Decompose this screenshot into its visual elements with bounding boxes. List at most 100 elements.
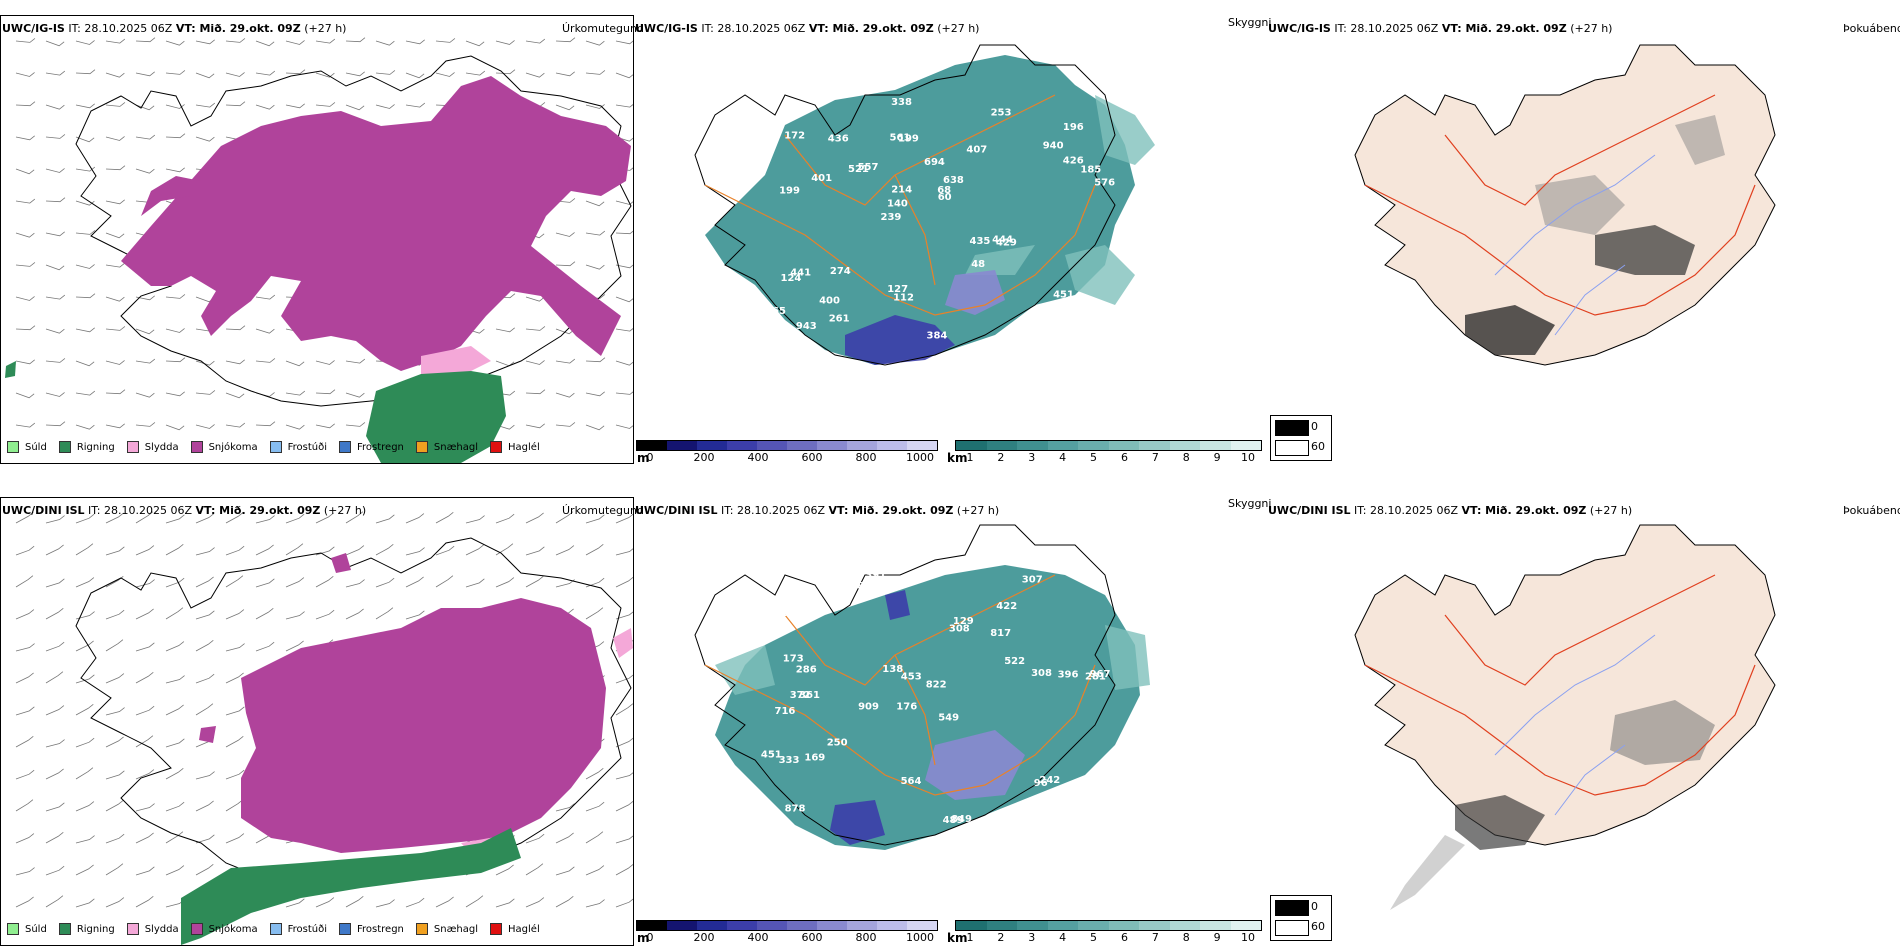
wind-barb bbox=[225, 359, 245, 365]
wind-barb bbox=[15, 735, 34, 748]
wind-barb bbox=[555, 511, 574, 524]
cloudbase-label: 422 bbox=[996, 601, 1017, 612]
legend-label: Frostregn bbox=[357, 923, 404, 935]
wind-barb bbox=[225, 325, 246, 331]
colorbar-segment bbox=[817, 441, 847, 450]
legend-swatch bbox=[415, 923, 428, 935]
wind-barb bbox=[45, 231, 65, 237]
wind-barb bbox=[225, 643, 245, 652]
wind-barb bbox=[45, 895, 64, 908]
wind-barb bbox=[225, 72, 245, 77]
wind-barb bbox=[375, 607, 394, 620]
fog-legend-label: 60 bbox=[1311, 920, 1325, 933]
precip-map-1 bbox=[5, 37, 633, 463]
wind-barb bbox=[105, 707, 125, 716]
visibility-map-1: 488 199 196 239 407 943 561 694 441 557 165 400 199 6… bbox=[694, 44, 1155, 366]
colorbar-tick: 4 bbox=[1059, 451, 1067, 464]
colorbar-tick: 600 bbox=[801, 451, 823, 464]
cloudbase-label: 253 bbox=[991, 108, 1012, 119]
wind-barb bbox=[135, 803, 155, 812]
colorbar-segment bbox=[1169, 921, 1200, 930]
colorbar-segment bbox=[787, 441, 817, 450]
colorbar-segment bbox=[757, 921, 787, 930]
snow-west-patch bbox=[199, 553, 351, 743]
visibility-field bbox=[705, 55, 1135, 365]
wind-barb bbox=[45, 40, 65, 47]
wind-barb bbox=[585, 607, 604, 620]
cloudbase-label: 716 bbox=[775, 706, 796, 717]
wind-barb bbox=[195, 800, 214, 812]
cloudbase-labels: 391 422 281 176 549 361 810 817 716 308 822 878 846 9… bbox=[761, 570, 1111, 826]
wind-barb bbox=[285, 543, 304, 556]
legend-swatch bbox=[415, 441, 428, 453]
wind-barb bbox=[285, 69, 306, 75]
fog-legend-swatch bbox=[1275, 440, 1309, 456]
legend-item-6: Snæhagl bbox=[415, 923, 478, 935]
wind-barb bbox=[15, 296, 35, 301]
it-value: 28.10.2025 06Z bbox=[1370, 504, 1459, 517]
wind-barb bbox=[405, 513, 425, 524]
cloudbase-label: 521 bbox=[848, 164, 869, 175]
wind-barb bbox=[225, 392, 245, 399]
wind-barb bbox=[15, 706, 35, 716]
wind-barb bbox=[195, 610, 215, 620]
wind-barb bbox=[45, 328, 65, 334]
cloudbase-label: 426 bbox=[1063, 156, 1084, 167]
wind-barb bbox=[135, 545, 155, 556]
wind-barb bbox=[435, 72, 455, 77]
cloudbase-label: 436 bbox=[828, 134, 849, 145]
wind-barb bbox=[165, 607, 184, 620]
colorbar-tick: 400 bbox=[747, 451, 769, 464]
vt-label: VT: Mið. 29.okt. 09Z bbox=[195, 504, 321, 517]
vt-label: VT: Mið. 29.okt. 09Z bbox=[808, 22, 934, 35]
wind-barb bbox=[615, 898, 633, 908]
wind-barb bbox=[255, 641, 275, 652]
cloudbase-label: 239 bbox=[881, 212, 902, 223]
colorbar-tick: 2 bbox=[997, 451, 1005, 464]
cloudbase-label: 281 bbox=[1085, 671, 1106, 682]
cloudbase-label: 96 bbox=[1034, 778, 1048, 789]
iceland-coastline bbox=[75, 537, 632, 889]
wind-barb bbox=[585, 230, 606, 236]
wind-barb bbox=[255, 328, 275, 334]
precip-panel-2: Súld Rigning Slydda Snjókoma Frostúði Frostre… bbox=[0, 497, 634, 946]
wind-barb bbox=[105, 833, 125, 844]
wind-barb bbox=[285, 611, 305, 620]
precip-panel-1: Súld Rigning Slydda Snjókoma Frostúði Frostre… bbox=[0, 15, 634, 464]
wind-barb bbox=[255, 294, 276, 300]
iceland-coastline bbox=[694, 524, 1116, 846]
cloudbase-label: 435 bbox=[970, 236, 991, 247]
wind-barb bbox=[195, 547, 215, 556]
cloudbase-colorbar-1 bbox=[636, 440, 938, 451]
fog-legend-label: 60 bbox=[1311, 440, 1325, 453]
cloudbase-label: 396 bbox=[1058, 669, 1079, 680]
colorbar-segment bbox=[956, 921, 987, 930]
wind-barb bbox=[45, 515, 65, 524]
fog-dense bbox=[1465, 305, 1555, 355]
wind-barb bbox=[345, 71, 365, 77]
wind-barb bbox=[15, 422, 36, 428]
fog-legend-swatch bbox=[1275, 920, 1309, 936]
legend-swatch bbox=[490, 923, 503, 935]
wind-barb bbox=[195, 136, 215, 142]
wind-barb bbox=[225, 101, 246, 107]
wind-barb bbox=[75, 360, 95, 367]
it-value: 28.10.2025 06Z bbox=[737, 504, 826, 517]
colorbar-segment bbox=[817, 921, 847, 930]
cloudbase-unit: m bbox=[637, 931, 650, 945]
wind-barb bbox=[105, 136, 125, 141]
wind-barb bbox=[75, 640, 94, 652]
wind-barb bbox=[105, 165, 126, 171]
colorbar-segment bbox=[637, 921, 667, 930]
wind-barb bbox=[135, 295, 155, 301]
wind-barb bbox=[525, 360, 545, 365]
colorbar-segment bbox=[956, 441, 987, 450]
wind-barb bbox=[75, 230, 96, 235]
wind-barb bbox=[165, 675, 185, 684]
cloudbase-label: 140 bbox=[887, 198, 908, 209]
wind-barb bbox=[555, 895, 574, 908]
wind-barb bbox=[615, 548, 633, 556]
wind-barb bbox=[615, 328, 633, 332]
cloudbase-label: 176 bbox=[896, 701, 917, 712]
wind-barb bbox=[585, 391, 605, 397]
